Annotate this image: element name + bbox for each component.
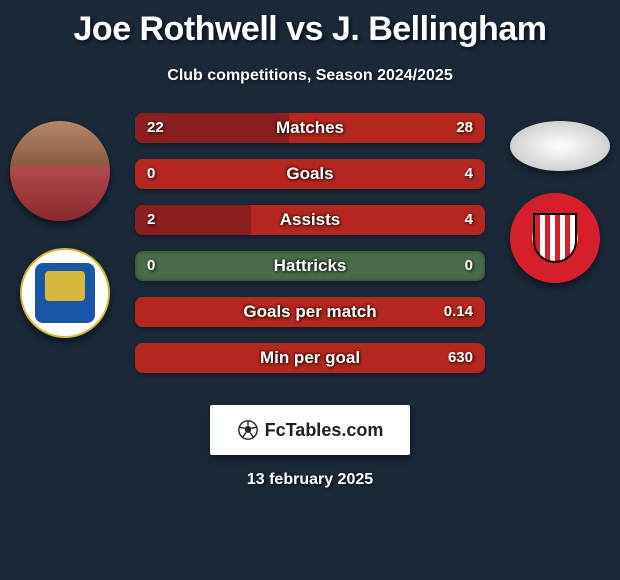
leeds-badge-icon [20, 248, 110, 338]
stat-row: Assists2 4 [135, 205, 485, 235]
player-photo-icon [10, 121, 110, 221]
page-title: Joe Rothwell vs J. Bellingham [0, 0, 620, 49]
player-placeholder-icon [510, 121, 610, 171]
stat-value-right: 0 [465, 251, 473, 281]
stat-bars: Matches2228Goals04Assists24Hattricks00Go… [135, 113, 485, 389]
club-left-badge [20, 248, 120, 348]
logo-text: FcTables.com [265, 420, 384, 441]
stat-value-left: 0 [147, 251, 155, 281]
subtitle: Club competitions, Season 2024/2025 [0, 67, 620, 85]
stat-value-right: 4 [465, 205, 473, 235]
player-left-avatar [10, 121, 110, 221]
stat-row: Goals0 4 [135, 159, 485, 189]
stat-value-left: 2 [147, 205, 155, 235]
stat-value-right: 28 [456, 113, 473, 143]
stat-row: Hattricks0 0 [135, 251, 485, 281]
stat-row: Min per goal630 [135, 343, 485, 373]
club-right-badge [510, 193, 610, 293]
stat-row: Goals per match0.14 [135, 297, 485, 327]
sunderland-badge-icon [510, 193, 600, 283]
stat-value-right: 0.14 [444, 297, 473, 327]
stat-label: Hattricks [135, 251, 485, 281]
stat-label: Goals per match [135, 297, 485, 327]
date-line: 13 february 2025 [0, 471, 620, 489]
stat-label: Assists [135, 205, 485, 235]
stat-label: Matches [135, 113, 485, 143]
football-icon [237, 419, 259, 441]
comparison-area: Matches2228Goals04Assists24Hattricks00Go… [0, 113, 620, 393]
stat-label: Min per goal [135, 343, 485, 373]
stat-value-right: 630 [448, 343, 473, 373]
stat-label: Goals [135, 159, 485, 189]
stat-value-left: 0 [147, 159, 155, 189]
stat-value-left: 22 [147, 113, 164, 143]
stat-row: Matches22 28 [135, 113, 485, 143]
stat-value-right: 4 [465, 159, 473, 189]
fctables-logo: FcTables.com [210, 405, 410, 455]
